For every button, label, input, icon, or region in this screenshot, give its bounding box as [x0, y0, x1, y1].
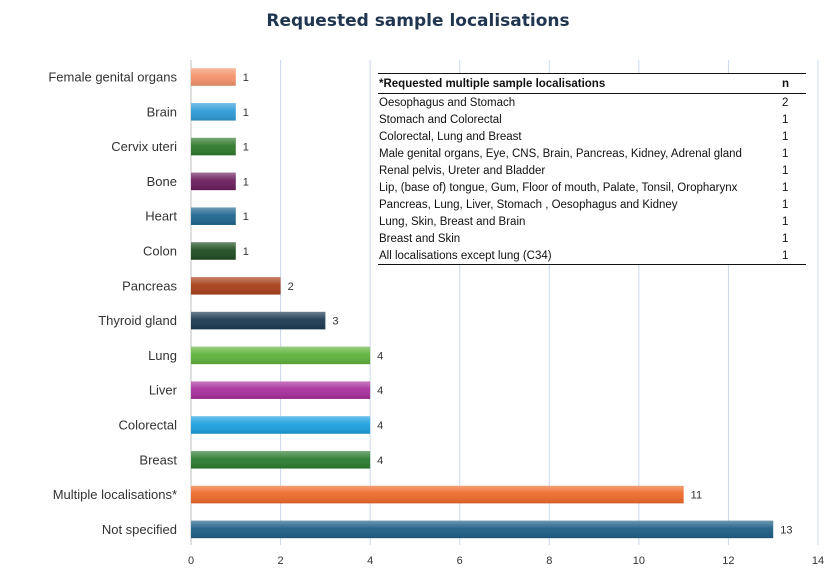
- data-label: 1: [243, 107, 249, 119]
- bar-shading: [191, 416, 371, 434]
- category-label: Cervix uteri: [111, 139, 177, 154]
- x-tick-label: 2: [278, 555, 284, 567]
- inset-table-row: Lip, (base of) tongue, Gum, Floor of mou…: [378, 179, 806, 196]
- inset-table-row: Stomach and Colorectal 1: [378, 111, 806, 128]
- inset-row-label: Colorectal, Lung and Breast: [379, 130, 522, 143]
- data-label: 1: [243, 72, 249, 84]
- inset-row-label: Oesophagus and Stomach: [379, 96, 516, 109]
- bar-shading: [191, 277, 281, 295]
- inset-header-n: n: [782, 77, 790, 90]
- data-label: 1: [243, 176, 249, 188]
- inset-header-label: *Requested multiple sample localisations: [379, 77, 606, 90]
- inset-row-n: 1: [782, 147, 789, 160]
- data-label: 2: [288, 281, 294, 293]
- inset-table-row: Pancreas, Lung, Liver, Stomach , Oesopha…: [378, 196, 806, 213]
- category-label: Lung: [148, 348, 177, 363]
- x-tick-label: 14: [812, 555, 824, 567]
- data-label: 13: [780, 524, 792, 536]
- bar-shading: [191, 451, 371, 469]
- x-tick-label: 10: [633, 555, 645, 567]
- inset-row-n: 1: [782, 130, 789, 143]
- bar-shading: [191, 242, 236, 260]
- inset-row-n: 1: [782, 232, 789, 245]
- category-label: Breast: [139, 452, 177, 467]
- bar-shading: [191, 381, 371, 399]
- x-tick-label: 6: [457, 555, 463, 567]
- inset-row-label: Lung, Skin, Breast and Brain: [379, 215, 526, 228]
- inset-table-row: Male genital organs, Eye, CNS, Brain, Pa…: [378, 145, 806, 162]
- x-tick-labels: 0 2 4 6 8 10 12 14: [188, 555, 824, 567]
- data-label: 1: [243, 142, 249, 154]
- data-label: 3: [332, 316, 338, 328]
- inset-table-row: Oesophagus and Stomach 2: [378, 94, 806, 111]
- inset-row-label: All localisations except lung (C34): [379, 249, 552, 262]
- category-label: Colon: [143, 244, 177, 259]
- category-labels: Female genital organs Brain Cervix uteri Bo…: [48, 70, 177, 537]
- inset-row-n: 1: [782, 249, 789, 262]
- data-label: 11: [691, 490, 702, 502]
- x-tick-label: 0: [188, 555, 194, 567]
- category-label: Heart: [145, 209, 177, 224]
- category-label: Bone: [147, 174, 177, 189]
- inset-row-n: 1: [782, 164, 789, 177]
- inset-table-body: Oesophagus and Stomach 2 Stomach and Color…: [378, 94, 806, 264]
- data-label: 1: [243, 211, 249, 223]
- bar-shading: [191, 172, 236, 191]
- category-label: Brain: [147, 104, 177, 119]
- inset-table-row: Colorectal, Lung and Breast 1: [378, 128, 806, 145]
- bar-shading: [191, 485, 684, 504]
- inset-row-n: 1: [782, 181, 789, 194]
- inset-table-row: All localisations except lung (C34) 1: [378, 247, 806, 264]
- data-label: 4: [377, 350, 383, 362]
- bar-shading: [191, 520, 774, 539]
- bar-shading: [191, 207, 236, 225]
- inset-table-row: Renal pelvis, Ureter and Bladder 1: [378, 162, 806, 179]
- inset-table-row: Breast and Skin 1: [378, 230, 806, 247]
- x-tick-label: 8: [546, 555, 552, 567]
- chart-title: Requested sample localisations: [266, 11, 569, 31]
- inset-row-n: 1: [782, 215, 789, 228]
- inset-row-n: 1: [782, 198, 789, 211]
- inset-row-label: Stomach and Colorectal: [379, 113, 502, 126]
- inset-table-header: *Requested multiple sample localisations…: [378, 74, 806, 94]
- bar-shading: [191, 137, 236, 156]
- inset-row-label: Pancreas, Lung, Liver, Stomach , Oesopha…: [379, 198, 678, 211]
- bars: [191, 68, 774, 539]
- inset-row-label: Male genital organs, Eye, CNS, Brain, Pa…: [379, 147, 742, 160]
- data-label: 1: [243, 246, 249, 258]
- category-label: Multiple localisations*: [53, 487, 177, 502]
- category-label: Female genital organs: [48, 70, 177, 85]
- data-label: 4: [377, 385, 383, 397]
- category-label: Thyroid gland: [98, 313, 177, 328]
- bar-shading: [191, 346, 371, 365]
- category-label: Pancreas: [122, 278, 177, 293]
- inset-row-n: 2: [782, 96, 789, 109]
- inset-row-label: Lip, (base of) tongue, Gum, Floor of mou…: [379, 181, 738, 194]
- inset-table-row: Lung, Skin, Breast and Brain 1: [378, 213, 806, 230]
- x-tick-label: 12: [722, 555, 734, 567]
- x-tick-label: 4: [367, 555, 373, 567]
- bar-shading: [191, 103, 236, 121]
- category-label: Liver: [149, 383, 178, 398]
- category-label: Not specified: [102, 522, 177, 537]
- inset-row-n: 1: [782, 113, 789, 126]
- category-label: Colorectal: [118, 418, 177, 433]
- inset-row-label: Renal pelvis, Ureter and Bladder: [379, 164, 546, 177]
- inset-row-label: Breast and Skin: [379, 232, 461, 245]
- data-label: 4: [377, 455, 383, 467]
- multiple-localisations-table: *Requested multiple sample localisations…: [378, 73, 806, 265]
- data-label: 4: [377, 420, 383, 432]
- bar-shading: [191, 68, 236, 86]
- bar-shading: [191, 311, 326, 330]
